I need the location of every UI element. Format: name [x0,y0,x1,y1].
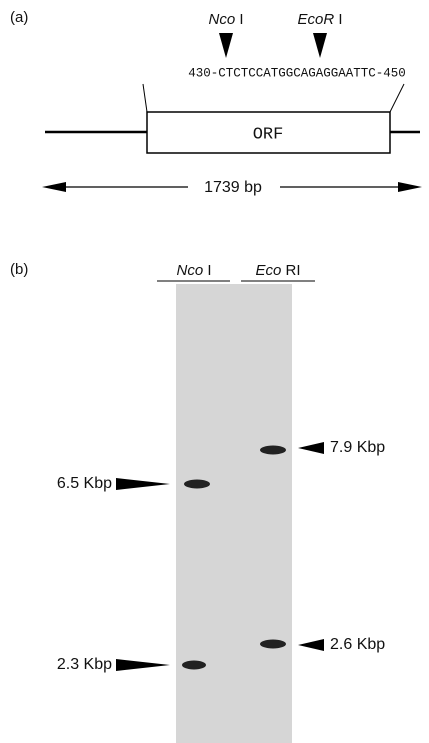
lane-label: Eco RI [255,262,300,279]
band [182,661,206,670]
site-name: Nco [208,11,235,28]
lane-suffix: I [207,262,211,279]
panel-label: (a) [10,9,28,26]
site-label: EcoR I [297,11,342,28]
zoom-line [390,84,404,112]
panel-label: (b) [10,261,28,278]
lane-name: Eco [255,262,281,279]
band [260,446,286,455]
orf-label: ORF [253,125,284,144]
lane-name: Nco [176,262,203,279]
band [260,640,286,649]
marker-label: 7.9 Kbp [330,439,385,456]
sequence: 430-CTCTCCATGGCAGAGGAATTC-450 [188,66,406,80]
lane-label: Nco I [176,262,211,279]
arrowhead [398,182,422,192]
marker-label: 2.6 Kbp [330,636,385,653]
site-name: EcoR [297,11,334,28]
site-suffix: I [239,11,243,28]
figure: (a) Nco I EcoR I 430-CTCTCCATGGCAGAGGAAT… [0,0,429,743]
gel [176,284,292,743]
length-label: 1739 bp [204,179,262,196]
marker-arrow [298,442,324,454]
marker-label: 2.3 Kbp [57,656,112,673]
marker-arrow [116,659,170,671]
site-arrow [313,33,327,58]
lane-suffix: RI [286,262,301,279]
site-label: Nco I [208,11,243,28]
site-suffix: I [338,11,342,28]
marker-arrow [298,639,324,651]
band [184,480,210,489]
arrowhead [42,182,66,192]
site-arrow [219,33,233,58]
marker-label: 6.5 Kbp [57,475,112,492]
marker-arrow [116,478,170,490]
zoom-line [143,84,147,112]
